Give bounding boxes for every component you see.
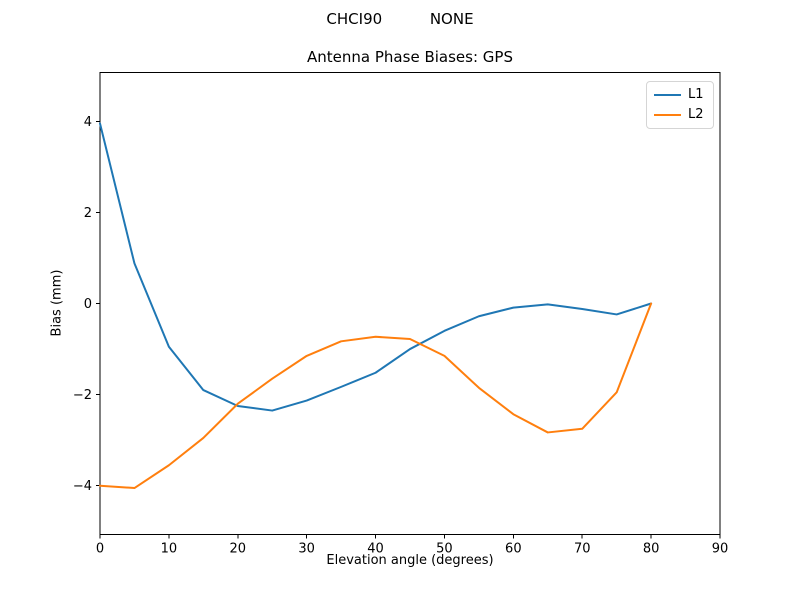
x-tick-label: 70: [574, 542, 591, 557]
x-tick-label: 90: [712, 542, 729, 557]
y-tick-label: −2: [73, 388, 92, 403]
x-tick-label: 80: [643, 542, 660, 557]
legend-line-swatch-l2: [654, 114, 681, 116]
figure-suptitle: CHCI90 NONE: [326, 10, 474, 28]
y-tick-label: 0: [84, 297, 92, 312]
legend: L1 L2: [646, 81, 714, 129]
x-tick-label: 40: [367, 542, 384, 557]
legend-item-l2: L2: [654, 107, 709, 123]
legend-label-l2: L2: [688, 107, 704, 122]
series-line-l1: [99, 122, 653, 412]
axes-frame: [99, 72, 721, 535]
legend-label-l1: L1: [688, 87, 704, 102]
chart-title: Antenna Phase Biases: GPS: [307, 48, 513, 66]
y-tick-label: 2: [84, 206, 92, 221]
x-tick-label: 60: [505, 542, 522, 557]
x-tick-label: 0: [96, 542, 104, 557]
series-line-l2: [99, 302, 653, 490]
x-tick-label: 20: [230, 542, 247, 557]
legend-item-l1: L1: [654, 87, 709, 103]
x-tick-label: 30: [298, 542, 315, 557]
x-tick-label: 10: [161, 542, 178, 557]
y-tick-label: −4: [73, 479, 92, 494]
x-tick-label: 50: [436, 542, 453, 557]
y-tick-label: 4: [84, 115, 92, 130]
legend-line-swatch-l1: [654, 94, 681, 96]
x-axis-label: Elevation angle (degrees): [326, 553, 494, 568]
